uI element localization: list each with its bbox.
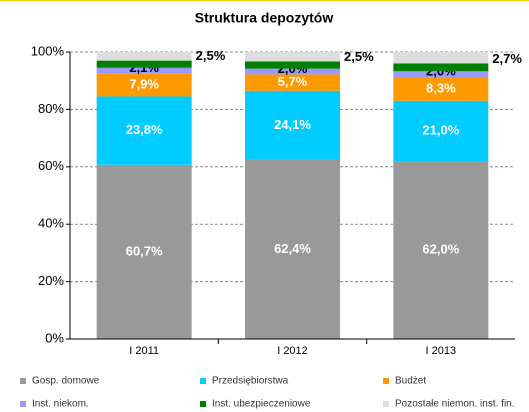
legend-marker [20,401,26,407]
legend-label: Przedsiębiorstwa [212,376,289,387]
data-label: 7,9% [129,77,159,92]
x-tick-label: I 2013 [426,345,457,357]
legend-marker [383,378,389,384]
legend-label: Inst. niekom. [32,399,89,410]
y-tick-label: 40% [38,216,64,231]
y-tick-label: 80% [38,101,64,116]
legend-label: Budżet [395,376,426,387]
bar-segment [96,73,192,97]
bar-segment [96,60,192,68]
legend-marker [383,401,389,407]
data-label: 24,1% [274,117,311,132]
bar-segment [393,52,489,64]
y-tick-label: 60% [38,158,64,173]
x-tick-label: I 2012 [277,345,308,357]
bar-segment [245,159,340,339]
bar-segment [393,76,489,101]
data-label: 23,8% [126,122,163,137]
chart-title: Struktura depozytów [195,10,334,26]
bar-segment [245,74,340,91]
data-label: 62,0% [422,241,459,256]
y-tick-label: 0% [45,330,64,345]
bar-segment [245,90,340,160]
data-label: 21,0% [422,122,459,137]
data-label: 2,7% [492,51,522,66]
legend-label: Pozostałe niemon. inst. fin. [395,399,515,410]
bar-segment [96,52,192,61]
bar-segment [393,71,489,77]
bar-segment [96,67,192,74]
bar-segment [393,63,489,72]
data-label: 2,5% [196,48,226,63]
data-label: 2,5% [344,49,374,64]
data-label: 62,4% [274,241,311,256]
bar-segment [393,161,489,339]
data-label: 60,7% [126,243,163,258]
legend-marker [200,401,206,407]
legend-label: Inst. ubezpieczeniowe [212,399,311,410]
bar-segment [245,61,340,69]
bar-segment [96,96,192,165]
legend-label: Gosp. domowe [32,376,100,387]
legend-marker [200,378,206,384]
y-tick-label: 20% [38,273,64,288]
bar-segment [393,100,489,162]
legend-marker [20,378,26,384]
bar-segment [96,164,192,339]
y-tick-label: 100% [31,43,65,58]
data-label: 5,7% [278,74,308,89]
data-label: 8,3% [426,80,456,95]
bar-segment [245,52,340,62]
bar-segment [245,68,340,75]
x-tick-label: I 2011 [129,345,159,357]
